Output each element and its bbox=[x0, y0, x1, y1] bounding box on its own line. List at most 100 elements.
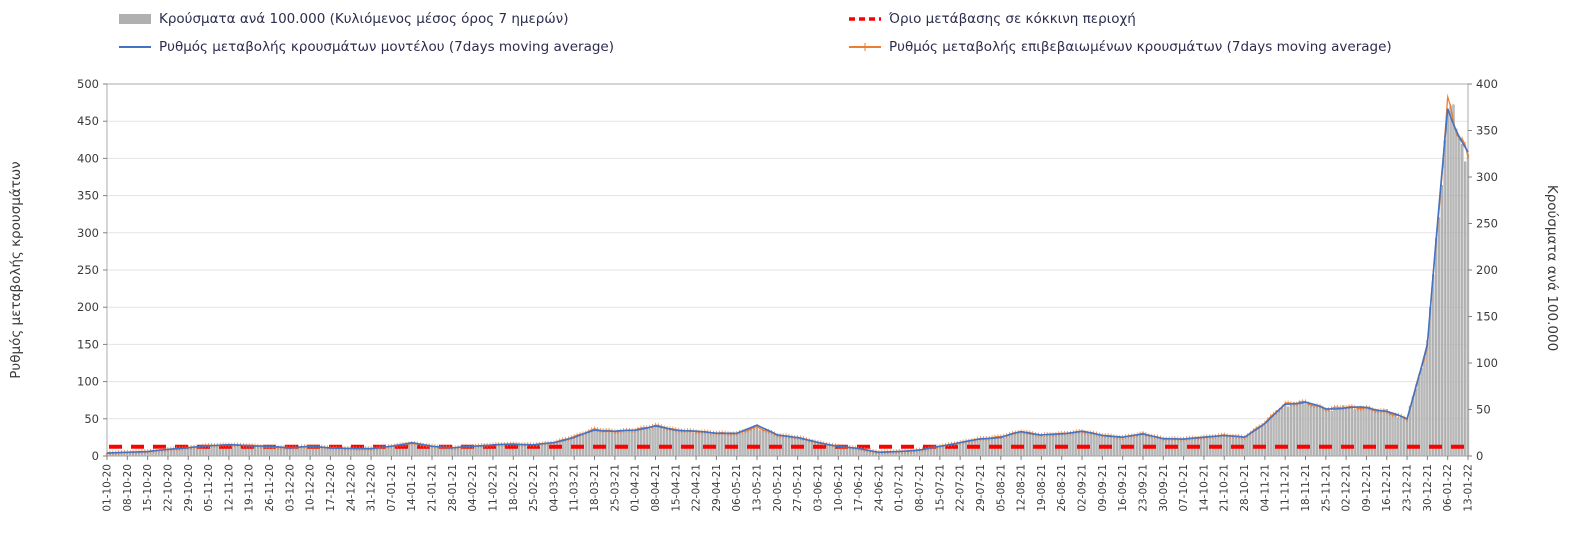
svg-text:200: 200 bbox=[77, 300, 99, 314]
legend-label-cases-per-100k: Κρούσματα ανά 100.000 (Κυλιόμενος μέσος … bbox=[159, 10, 569, 27]
svg-text:11-11-21: 11-11-21 bbox=[1280, 464, 1292, 512]
svg-text:100: 100 bbox=[77, 375, 99, 389]
svg-text:14-10-21: 14-10-21 bbox=[1198, 464, 1210, 512]
svg-text:10-12-20: 10-12-20 bbox=[305, 464, 317, 512]
svg-text:22-07-21: 22-07-21 bbox=[955, 464, 967, 512]
y-axis-right-title: Κρούσματα ανά 100.000 bbox=[1544, 185, 1560, 351]
svg-text:15-10-20: 15-10-20 bbox=[142, 464, 154, 512]
threshold-series-swatch bbox=[848, 12, 882, 26]
svg-text:300: 300 bbox=[77, 226, 99, 240]
svg-text:50: 50 bbox=[1476, 403, 1491, 417]
svg-text:01-10-20: 01-10-20 bbox=[102, 464, 114, 512]
svg-text:15-04-21: 15-04-21 bbox=[670, 464, 682, 512]
svg-text:15-07-21: 15-07-21 bbox=[934, 464, 946, 512]
svg-text:0: 0 bbox=[1476, 449, 1483, 463]
svg-text:22-04-21: 22-04-21 bbox=[691, 464, 703, 512]
svg-text:500: 500 bbox=[77, 77, 99, 91]
svg-text:22-10-20: 22-10-20 bbox=[162, 464, 174, 512]
legend-label-red-threshold: Όριο μετάβασης σε κόκκινη περιοχή bbox=[889, 10, 1136, 27]
svg-text:250: 250 bbox=[1476, 217, 1498, 231]
legend-item-confirmed-rate: Ρυθμός μεταβολής επιβεβαιωμένων κρουσμάτ… bbox=[848, 34, 1392, 59]
svg-text:400: 400 bbox=[77, 151, 99, 165]
svg-text:150: 150 bbox=[77, 337, 99, 351]
svg-text:100: 100 bbox=[1476, 356, 1498, 370]
svg-text:20-05-21: 20-05-21 bbox=[772, 464, 784, 512]
svg-text:11-03-21: 11-03-21 bbox=[569, 464, 581, 512]
svg-text:18-02-21: 18-02-21 bbox=[508, 464, 520, 512]
svg-text:300: 300 bbox=[1476, 170, 1498, 184]
bar-series-swatch bbox=[118, 12, 152, 26]
svg-text:150: 150 bbox=[1476, 310, 1498, 324]
svg-text:13-01-22: 13-01-22 bbox=[1463, 464, 1475, 512]
svg-text:13-05-21: 13-05-21 bbox=[752, 464, 764, 512]
svg-text:23-09-21: 23-09-21 bbox=[1137, 464, 1149, 512]
svg-text:06-05-21: 06-05-21 bbox=[731, 464, 743, 512]
svg-text:11-02-21: 11-02-21 bbox=[487, 464, 499, 512]
svg-text:06-01-22: 06-01-22 bbox=[1442, 464, 1454, 512]
svg-text:12-08-21: 12-08-21 bbox=[1016, 464, 1028, 512]
svg-text:09-12-21: 09-12-21 bbox=[1361, 464, 1373, 512]
svg-text:17-06-21: 17-06-21 bbox=[853, 464, 865, 512]
svg-text:02-12-21: 02-12-21 bbox=[1341, 464, 1353, 512]
svg-text:21-10-21: 21-10-21 bbox=[1219, 464, 1231, 512]
y-axis-left-title: Ρυθμός μεταβολής κρουσμάτων bbox=[8, 161, 24, 378]
svg-text:21-01-21: 21-01-21 bbox=[427, 464, 439, 512]
svg-text:03-12-20: 03-12-20 bbox=[284, 464, 296, 512]
svg-text:24-12-20: 24-12-20 bbox=[345, 464, 357, 512]
svg-text:25-02-21: 25-02-21 bbox=[528, 464, 540, 512]
legend-item-red-threshold: Όριο μετάβασης σε κόκκινη περιοχή bbox=[848, 6, 1392, 31]
confirmed-line-swatch bbox=[848, 40, 882, 54]
svg-text:10-06-21: 10-06-21 bbox=[833, 464, 845, 512]
svg-text:18-03-21: 18-03-21 bbox=[589, 464, 601, 512]
svg-text:12-11-20: 12-11-20 bbox=[223, 464, 235, 512]
svg-text:31-12-20: 31-12-20 bbox=[366, 464, 378, 512]
svg-text:28-10-21: 28-10-21 bbox=[1239, 464, 1251, 512]
legend-item-model-rate: Ρυθμός μεταβολής κρουσμάτων μοντέλου (7d… bbox=[118, 34, 848, 59]
svg-text:19-08-21: 19-08-21 bbox=[1036, 464, 1048, 512]
svg-text:29-10-20: 29-10-20 bbox=[183, 464, 195, 512]
svg-text:450: 450 bbox=[77, 114, 99, 128]
svg-text:08-04-21: 08-04-21 bbox=[650, 464, 662, 512]
svg-text:16-09-21: 16-09-21 bbox=[1117, 464, 1129, 512]
legend-label-confirmed-rate: Ρυθμός μεταβολής επιβεβαιωμένων κρουσμάτ… bbox=[889, 38, 1392, 55]
svg-text:04-03-21: 04-03-21 bbox=[548, 464, 560, 512]
svg-text:27-05-21: 27-05-21 bbox=[792, 464, 804, 512]
svg-text:03-06-21: 03-06-21 bbox=[812, 464, 824, 512]
legend-item-cases-per-100k: Κρούσματα ανά 100.000 (Κυλιόμενος μέσος … bbox=[118, 6, 848, 31]
svg-text:25-11-21: 25-11-21 bbox=[1320, 464, 1332, 512]
svg-text:17-12-20: 17-12-20 bbox=[325, 464, 337, 512]
svg-text:50: 50 bbox=[84, 412, 99, 426]
svg-text:29-07-21: 29-07-21 bbox=[975, 464, 987, 512]
svg-text:250: 250 bbox=[77, 263, 99, 277]
svg-text:350: 350 bbox=[1476, 124, 1498, 138]
svg-text:0: 0 bbox=[92, 449, 99, 463]
svg-text:01-07-21: 01-07-21 bbox=[894, 464, 906, 512]
svg-text:26-11-20: 26-11-20 bbox=[264, 464, 276, 512]
svg-text:07-10-21: 07-10-21 bbox=[1178, 464, 1190, 512]
svg-text:30-12-21: 30-12-21 bbox=[1422, 464, 1434, 512]
svg-text:16-12-21: 16-12-21 bbox=[1381, 464, 1393, 512]
svg-text:08-10-20: 08-10-20 bbox=[122, 464, 134, 512]
svg-text:350: 350 bbox=[77, 189, 99, 203]
chart-legend: Κρούσματα ανά 100.000 (Κυλιόμενος μέσος … bbox=[118, 6, 1392, 59]
svg-text:14-01-21: 14-01-21 bbox=[406, 464, 418, 512]
svg-text:25-03-21: 25-03-21 bbox=[609, 464, 621, 512]
model-line-swatch bbox=[118, 40, 152, 54]
svg-text:26-08-21: 26-08-21 bbox=[1056, 464, 1068, 512]
svg-text:200: 200 bbox=[1476, 263, 1498, 277]
svg-text:400: 400 bbox=[1476, 77, 1498, 91]
svg-text:02-09-21: 02-09-21 bbox=[1077, 464, 1089, 512]
svg-text:05-11-20: 05-11-20 bbox=[203, 464, 215, 512]
svg-text:08-07-21: 08-07-21 bbox=[914, 464, 926, 512]
svg-text:24-06-21: 24-06-21 bbox=[873, 464, 885, 512]
svg-text:07-01-21: 07-01-21 bbox=[386, 464, 398, 512]
svg-text:04-11-21: 04-11-21 bbox=[1259, 464, 1271, 512]
svg-text:05-08-21: 05-08-21 bbox=[995, 464, 1007, 512]
svg-text:30-09-21: 30-09-21 bbox=[1158, 464, 1170, 512]
svg-text:09-09-21: 09-09-21 bbox=[1097, 464, 1109, 512]
legend-label-model-rate: Ρυθμός μεταβολής κρουσμάτων μοντέλου (7d… bbox=[159, 38, 615, 55]
svg-text:23-12-21: 23-12-21 bbox=[1402, 464, 1414, 512]
plot-layers: 0 50 100 150 200 250 300 350 400 450 500 0 50 100 150 2… bbox=[77, 77, 1498, 512]
